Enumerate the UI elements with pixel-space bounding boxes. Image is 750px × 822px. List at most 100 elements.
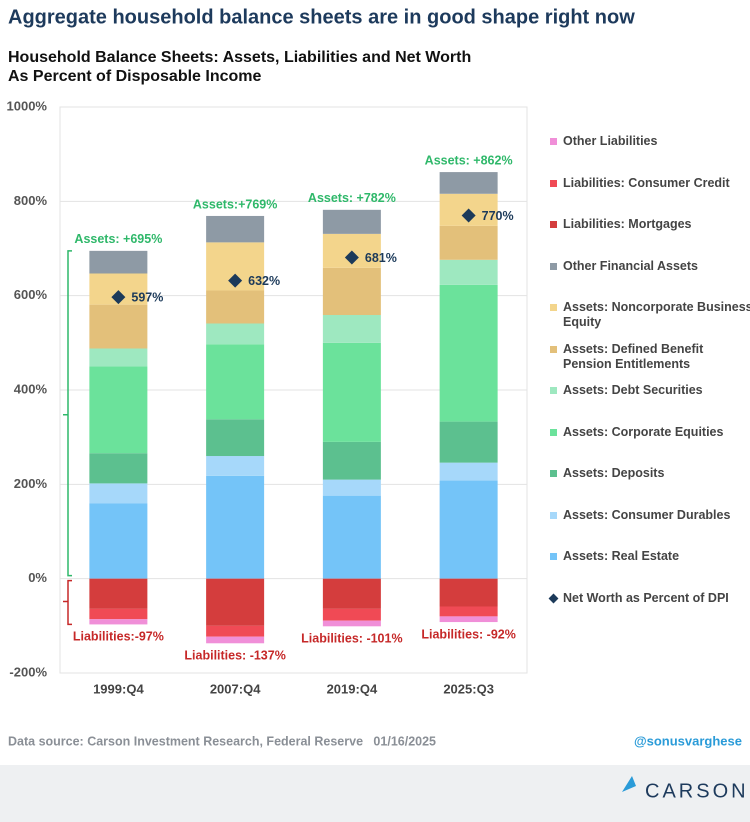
- legend-swatch: [550, 262, 557, 270]
- legend-swatch: [550, 138, 557, 145]
- bar-segment: [206, 578, 265, 626]
- legend-swatch: [550, 221, 557, 228]
- bar-segment: [89, 250, 148, 274]
- legend-item: Assets: Deposits: [550, 466, 750, 481]
- y-tick-label: 200%: [14, 476, 48, 491]
- net-worth-label: 632%: [248, 274, 280, 288]
- legend-item: Other Financial Assets: [550, 259, 750, 274]
- bar-segment: [439, 284, 498, 422]
- y-tick-label: 400%: [14, 381, 48, 396]
- y-tick-label: 600%: [14, 287, 48, 302]
- legend-label: Other Financial Assets: [563, 258, 698, 273]
- bar-segment: [206, 419, 265, 457]
- bar-segment: [439, 225, 498, 260]
- legend-label: Assets: Real Estate: [563, 549, 680, 563]
- legend-label: Assets: Noncorporate Business Equity: [563, 300, 750, 329]
- legend-item: Liabilities: Mortgages: [550, 217, 750, 232]
- logo: CARSON: [645, 780, 749, 802]
- assets-bracket: [63, 250, 72, 577]
- bar-segment: [322, 479, 381, 496]
- net-worth-label: 681%: [365, 251, 397, 265]
- bar-segment: [439, 462, 498, 481]
- bar-segment: [439, 259, 498, 285]
- liability-total-label: Liabilities:-97%: [73, 630, 164, 644]
- bar-segment: [89, 348, 148, 367]
- legend-swatch: [550, 553, 557, 560]
- bar-segment: [322, 620, 381, 627]
- legend-item: Net Worth as Percent of DPI: [548, 590, 750, 606]
- bar-segment: [439, 172, 498, 194]
- x-tick-label: 2025:Q3: [443, 681, 494, 696]
- legend-label: Assets: Debt Securities: [563, 383, 703, 397]
- y-tick-label: -200%: [9, 664, 47, 679]
- legend-item: Assets: Real Estate: [550, 549, 750, 564]
- footer-band: [0, 765, 750, 822]
- bar-segment: [322, 315, 381, 343]
- net-worth-marker: [111, 290, 126, 305]
- headline: Aggregate household balance sheets are i…: [8, 6, 635, 28]
- bar-segment: [206, 475, 265, 579]
- bar-segment: [322, 495, 381, 579]
- asset-total-label: Assets: +862%: [425, 153, 513, 167]
- legend-label: Assets: Defined Benefit Pension Entitlem…: [563, 341, 704, 371]
- bar-segment: [206, 323, 265, 345]
- y-tick-label: 800%: [14, 193, 48, 208]
- bar-segment: [206, 625, 265, 637]
- bar-segment: [439, 616, 498, 623]
- bar-segment: [89, 608, 148, 620]
- x-tick-label: 2007:Q4: [210, 681, 261, 696]
- legend-label: Assets: Deposits: [563, 466, 665, 480]
- legend-swatch: [548, 593, 559, 603]
- liability-total-label: Liabilities: -137%: [184, 649, 285, 663]
- bar-segment: [322, 209, 381, 234]
- liability-total-label: Liabilities: -101%: [301, 632, 402, 646]
- bar-segment: [89, 483, 148, 504]
- x-tick-label: 2019:Q4: [327, 681, 378, 696]
- legend-swatch: [550, 387, 557, 394]
- asset-total-label: Assets: +782%: [308, 191, 396, 205]
- legend-swatch: [550, 179, 557, 187]
- bar-segment: [206, 215, 265, 243]
- net-worth-marker: [228, 273, 243, 288]
- chart-title: As Percent of Disposable Income: [8, 68, 262, 85]
- y-tick-label: 0%: [28, 570, 47, 585]
- legend-label: Assets: Corporate Equities: [563, 424, 724, 439]
- bar-segment: [206, 290, 265, 324]
- legend-item: Assets: Corporate Equities: [550, 425, 750, 440]
- net-worth-label: 770%: [482, 209, 514, 223]
- legend-item: Assets: Defined Benefit Pension Entitlem…: [550, 342, 750, 372]
- bar-segment: [89, 453, 148, 484]
- bar-segment: [322, 578, 381, 609]
- legend-label: Liabilities: Consumer Credit: [563, 175, 730, 190]
- bar-segment: [439, 421, 498, 463]
- bar-segment: [322, 267, 381, 316]
- legend-label: Other Liabilities: [563, 134, 658, 148]
- logo-icon: [622, 776, 636, 792]
- bar-segment: [89, 304, 148, 349]
- legend-swatch: [550, 345, 557, 353]
- liabilities-bracket: [63, 579, 72, 626]
- net-worth-marker: [461, 208, 476, 223]
- net-worth-label: 597%: [131, 290, 163, 304]
- bar-segment: [439, 578, 498, 607]
- bar-segment: [206, 456, 265, 476]
- bar-segment: [206, 636, 265, 644]
- legend-item: Assets: Noncorporate Business Equity: [550, 300, 750, 330]
- legend-swatch: [550, 470, 557, 477]
- legend-label: Net Worth as Percent of DPI: [563, 590, 729, 605]
- bar-segment: [322, 342, 381, 442]
- x-tick-label: 1999:Q4: [93, 681, 144, 696]
- chart-title: Household Balance Sheets: Assets, Liabil…: [8, 49, 471, 66]
- bar-segment: [439, 480, 498, 579]
- legend-item: Assets: Debt Securities: [550, 383, 750, 398]
- asset-total-label: Assets: +695%: [74, 232, 162, 246]
- bar-segment: [439, 606, 498, 617]
- bar-segment: [206, 344, 265, 420]
- legend-item: Assets: Consumer Durables: [550, 508, 750, 523]
- bar-segment: [322, 608, 381, 621]
- liability-total-label: Liabilities: -92%: [421, 627, 515, 641]
- legend-swatch: [550, 304, 557, 311]
- bar-segment: [89, 366, 148, 454]
